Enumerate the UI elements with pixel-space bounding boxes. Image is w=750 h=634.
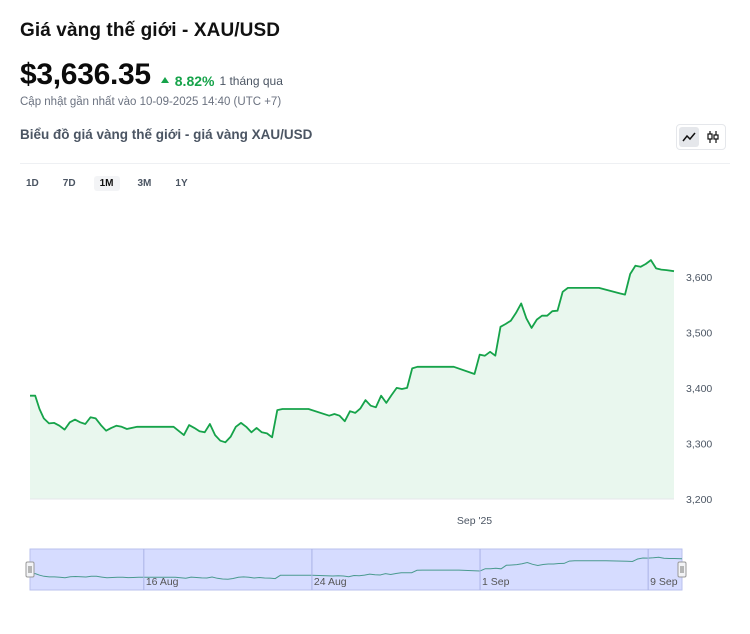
- chart-type-toggle: [676, 124, 726, 150]
- price-change: 8.82% 1 tháng qua: [160, 73, 283, 89]
- series-line: [30, 259, 675, 444]
- current-price: $3,636.35: [20, 58, 151, 91]
- y-axis: 3,200 3,300 3,400 3,500 3,600: [686, 272, 712, 506]
- range-3m[interactable]: 3M: [137, 178, 152, 189]
- navigator-series: [30, 556, 683, 580]
- up-arrow-icon: [160, 77, 169, 83]
- line-chart-icon: [682, 132, 696, 142]
- plot-area: [30, 259, 675, 500]
- x-axis: Sep '25: [457, 515, 492, 527]
- navigator-label: 9 Sep: [650, 576, 678, 588]
- y-tick-label: 3,600: [686, 272, 712, 284]
- change-period: 1 tháng qua: [219, 74, 283, 88]
- range-selector: 1D 7D 1M 3M 1Y: [20, 176, 206, 191]
- candlestick-button[interactable]: [703, 127, 723, 147]
- navigator-label: 16 Aug: [146, 576, 179, 588]
- range-navigator[interactable]: 16 Aug 24 Aug 1 Sep 9 Sep: [25, 548, 687, 591]
- range-7d[interactable]: 7D: [62, 178, 76, 189]
- navigator-label: 24 Aug: [314, 576, 347, 588]
- range-1m[interactable]: 1M: [93, 176, 120, 191]
- candlestick-icon: [707, 131, 719, 143]
- handle-grip: [677, 561, 687, 578]
- series-area: [30, 260, 674, 499]
- navigator-handle-right[interactable]: [677, 561, 687, 578]
- range-1d[interactable]: 1D: [26, 178, 39, 189]
- change-percent: 8.82%: [174, 73, 215, 89]
- page-title: Giá vàng thế giới - XAU/USD: [20, 20, 281, 41]
- navigator-window[interactable]: [29, 548, 683, 591]
- y-tick-label: 3,500: [686, 327, 712, 339]
- header-divider: [20, 163, 730, 164]
- handle-grip: [25, 561, 35, 578]
- chart-subtitle: Biểu đồ giá vàng thế giới - giá vàng XAU…: [20, 127, 313, 142]
- line-chart-button[interactable]: [679, 127, 699, 147]
- y-tick-label: 3,300: [686, 438, 712, 450]
- y-tick-label: 3,400: [686, 383, 712, 395]
- last-updated: Cập nhật gần nhất vào 10-09-2025 14:40 (…: [20, 96, 282, 108]
- y-tick-label: 3,200: [686, 494, 712, 506]
- navigator-handle-left[interactable]: [25, 561, 35, 578]
- range-1y[interactable]: 1Y: [175, 178, 188, 189]
- navigator-label: 1 Sep: [482, 576, 510, 588]
- price-row: $3,636.35 8.82% 1 tháng qua: [20, 58, 283, 92]
- x-tick-label: Sep '25: [457, 515, 492, 527]
